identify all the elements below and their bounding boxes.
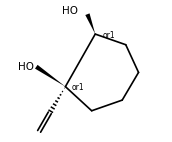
Text: or1: or1 [72,83,84,92]
Polygon shape [35,65,65,87]
Text: HO: HO [18,62,34,72]
Polygon shape [85,13,95,34]
Text: HO: HO [62,6,78,16]
Text: or1: or1 [102,31,115,40]
